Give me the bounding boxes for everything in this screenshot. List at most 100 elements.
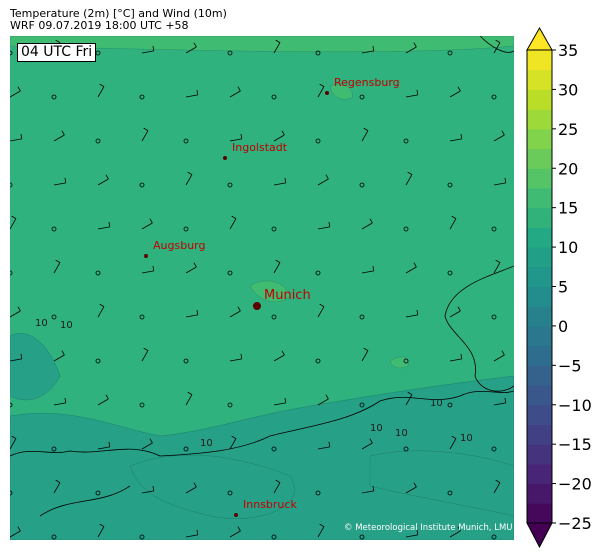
wind-barb-icon	[405, 89, 419, 98]
wind-barb-icon	[53, 259, 61, 274]
wind-barb-icon	[97, 394, 109, 406]
wind-calm-icon	[10, 402, 13, 408]
colorbar-band	[527, 463, 552, 485]
chart-title: Temperature (2m) [°C] and Wind (10m)	[10, 7, 227, 20]
wind-barb-icon	[493, 39, 501, 54]
contour-label: 10	[370, 423, 383, 434]
colorbar-band	[527, 187, 552, 209]
wind-barb-icon	[405, 309, 419, 318]
wind-barb-icon	[273, 259, 281, 274]
wind-barb-icon	[185, 309, 199, 318]
wind-barb-icon	[53, 397, 67, 406]
colorbar-tick-label: 10	[558, 238, 578, 257]
wind-calm-icon	[183, 226, 189, 232]
wind-barb-icon	[317, 83, 325, 98]
copyright-notice: © Meteorological Institute Munich, LMU	[344, 523, 513, 533]
temperature-region	[10, 375, 514, 540]
warm-region	[249, 280, 291, 303]
wind-calm-icon	[95, 490, 101, 496]
colorbar-tick-label: −20	[558, 475, 592, 494]
wind-barb-icon	[185, 529, 199, 538]
wind-calm-icon	[491, 314, 497, 320]
colorbar-band	[527, 424, 552, 445]
wind-barb-icon	[449, 133, 463, 142]
wind-barb-icon	[361, 485, 375, 494]
colorbar-band	[527, 385, 552, 406]
wind-barb-icon	[493, 397, 507, 406]
city-marker	[144, 254, 148, 258]
wind-calm-icon	[139, 314, 145, 320]
wind-barb-icon	[317, 221, 331, 230]
wind-barb-icon	[97, 221, 111, 230]
colorbar-tick-label: 0	[558, 317, 568, 336]
wind-barb-icon	[10, 86, 21, 98]
wind-barb-icon	[229, 435, 237, 450]
wind-barb-icon	[185, 89, 199, 98]
colorbar-tick-label: −25	[558, 514, 592, 533]
wind-calm-icon	[359, 94, 365, 100]
colorbar-band	[527, 168, 552, 189]
contour-label: 10	[395, 428, 408, 439]
wind-calm-icon	[227, 50, 233, 56]
wind-barb-icon	[361, 218, 373, 230]
colorbar-extend-min	[526, 522, 553, 549]
wind-calm-icon	[51, 314, 57, 320]
wind-calm-icon	[95, 270, 101, 276]
city-label: Regensburg	[334, 76, 400, 89]
wind-barb-icon	[405, 171, 413, 186]
wind-barb-icon	[141, 45, 155, 54]
wind-barb-icon	[317, 523, 325, 538]
temperature-region	[369, 450, 514, 517]
wind-calm-icon	[491, 446, 497, 452]
temperature-region	[129, 454, 295, 519]
wind-barb-icon	[10, 215, 17, 230]
city-marker	[234, 513, 238, 517]
colorbar-tick-label: 20	[558, 159, 578, 178]
wind-barb-icon	[361, 347, 369, 362]
wind-calm-icon	[271, 314, 277, 320]
wind-barb-icon	[405, 262, 417, 274]
wind-calm-icon	[51, 226, 57, 232]
city-marker	[253, 302, 261, 310]
wind-calm-icon	[447, 402, 453, 408]
wind-barb-icon	[273, 479, 281, 494]
wind-calm-icon	[403, 358, 409, 364]
wind-barb-icon	[361, 438, 373, 450]
wind-calm-icon	[403, 138, 409, 144]
city-label: Innsbruck	[243, 498, 297, 511]
wind-calm-icon	[271, 94, 277, 100]
colorbar-band	[527, 69, 552, 90]
wind-barb-icon	[449, 306, 461, 318]
wind-calm-icon	[10, 490, 13, 496]
wind-calm-icon	[51, 534, 57, 540]
colorbar-band	[527, 483, 552, 504]
wind-calm-icon	[447, 50, 453, 56]
wind-barb-icon	[361, 265, 375, 274]
colorbar-tick-label: −15	[558, 435, 592, 454]
wind-barb-icon	[405, 482, 417, 494]
contour-label: 10	[460, 433, 473, 444]
wind-barb-icon	[141, 218, 153, 230]
wind-calm-icon	[51, 94, 57, 100]
wind-calm-icon	[183, 446, 189, 452]
wind-barb-icon	[97, 174, 109, 186]
wind-barb-icon	[229, 306, 241, 318]
wind-calm-icon	[95, 358, 101, 364]
wind-barb-icon	[10, 306, 21, 318]
wind-calm-icon	[359, 534, 365, 540]
city-marker	[223, 156, 227, 160]
wind-barb-icon	[10, 353, 23, 362]
wind-barb-icon	[449, 86, 461, 98]
wind-calm-icon	[183, 358, 189, 364]
wind-barb-icon	[361, 127, 369, 142]
wind-calm-icon	[447, 490, 453, 496]
wind-barb-icon	[273, 177, 287, 186]
wind-barb-icon	[405, 529, 419, 538]
wind-calm-icon	[227, 182, 233, 188]
wind-barb-icon	[229, 353, 243, 362]
colorbar-band	[527, 128, 552, 150]
wind-calm-icon	[315, 358, 321, 364]
colorbar-extend-max	[526, 26, 553, 51]
wind-barb-icon	[185, 391, 193, 406]
wind-calm-icon	[51, 446, 57, 452]
